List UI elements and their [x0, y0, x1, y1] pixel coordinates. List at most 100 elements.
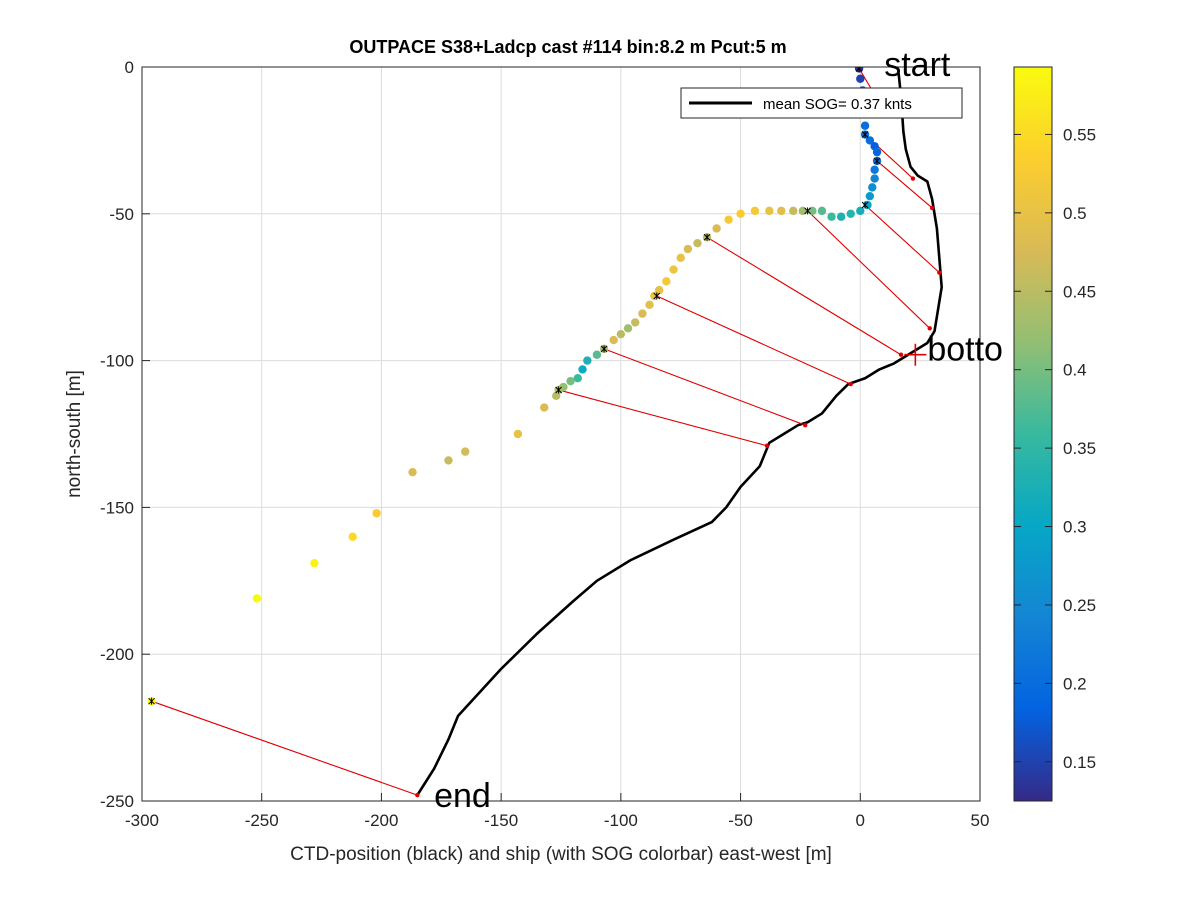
x-tick-label: -100 [604, 811, 638, 830]
x-tick-label: -50 [728, 811, 753, 830]
ship-point [609, 335, 618, 345]
ctd-link-point [910, 176, 916, 181]
ship-point [712, 224, 721, 233]
ship-point [865, 136, 875, 145]
ship-point [856, 206, 865, 216]
ship-point [348, 532, 357, 541]
ctd-link-point [927, 326, 932, 331]
plot-content [147, 67, 943, 798]
ctd-track-line [416, 72, 943, 796]
ship-point [578, 365, 587, 374]
y-tick-label: -100 [100, 352, 134, 371]
colorbar: 0.15 0.2 0.25 0.3 0.35 0.4 0.45 0.5 0.55 [1013, 66, 1096, 802]
ship-point [310, 558, 319, 568]
ship-point [683, 244, 693, 254]
ship-point [777, 206, 786, 216]
ship-link-marker [861, 201, 869, 209]
ship-link-marker [703, 233, 711, 241]
ship-point [868, 183, 877, 192]
ship-point [817, 206, 827, 216]
ship-point [645, 300, 654, 310]
ship-point [870, 174, 879, 183]
ctd-link-point [848, 381, 853, 387]
ship-point [573, 374, 582, 383]
colorbar-tick-label: 0.45 [1063, 282, 1096, 301]
ship-point [865, 191, 875, 201]
plot-clip [147, 67, 943, 798]
colorbar-tick-label: 0.5 [1063, 204, 1087, 223]
chart-title: OUTPACE S38+Ladcp cast #114 bin:8.2 m Pc… [349, 37, 786, 57]
ship-point [789, 206, 798, 216]
ship-point [736, 209, 745, 218]
colorbar-tick-label: 0.55 [1063, 125, 1096, 144]
ship-point [872, 147, 882, 157]
ship-link-marker [555, 386, 562, 394]
ctd-track [416, 72, 943, 796]
legend[interactable]: mean SOG= 0.37 knts [680, 87, 963, 119]
ship-link-marker [804, 207, 811, 215]
ship-link-marker [653, 292, 661, 300]
legend-label: mean SOG= 0.37 knts [763, 96, 912, 113]
y-tick-label: -50 [109, 205, 134, 224]
ship-point [860, 121, 870, 130]
colorbar-tick-label: 0.2 [1063, 674, 1087, 693]
y-tick-label: 0 [125, 58, 134, 77]
ship-point [750, 206, 760, 216]
markers [148, 67, 942, 798]
ship-point [461, 447, 470, 456]
ship-ctd-link [864, 204, 940, 273]
axes-box [141, 66, 981, 802]
ship-point [693, 238, 702, 248]
colorbar-ticks: 0.15 0.2 0.25 0.3 0.35 0.4 0.45 0.5 0.55 [1014, 125, 1096, 772]
ship-point [765, 206, 774, 216]
x-tick-label: -200 [364, 811, 398, 830]
ship-point [444, 456, 453, 465]
y-axis-label: north-south [m] [64, 370, 85, 498]
ship-point [724, 215, 733, 224]
ship-link-marker [855, 67, 863, 72]
ship-point [631, 318, 640, 327]
ship-link-marker [148, 697, 155, 705]
annotation-botto: botto [927, 331, 1003, 369]
y-tick-label: -200 [100, 645, 134, 664]
ctd-link-point [898, 352, 904, 357]
ship-point [513, 429, 523, 439]
ship-ctd-link [603, 348, 806, 426]
ship-point [566, 376, 575, 386]
ship-point [623, 324, 633, 333]
ctd-link-point [937, 270, 942, 275]
ship-ctd-link [807, 210, 931, 329]
annotations: start botto end [434, 46, 1003, 815]
ship-point [638, 309, 647, 318]
ship-point [552, 391, 561, 401]
ctd-link-point [929, 205, 935, 211]
ship-point [616, 329, 626, 339]
ship-ctd-link [706, 236, 902, 356]
colorbar-tick-label: 0.25 [1063, 596, 1096, 615]
ship-ctd-links [151, 68, 940, 796]
ship-ctd-link [558, 389, 768, 447]
plot-area [142, 67, 980, 801]
ship-point [372, 509, 381, 518]
ship-point [583, 356, 592, 365]
x-axis: -300 -250 -200 -150 -100 -50 0 50 [125, 793, 989, 830]
y-tick-label: -250 [100, 792, 134, 811]
x-axis-label: CTD-position (black) and ship (with SOG … [290, 844, 832, 865]
bottom-marker [904, 343, 927, 366]
annotation-end: end [434, 777, 491, 815]
ship-point [252, 594, 262, 603]
colorbar-tick-label: 0.15 [1063, 753, 1096, 772]
ctd-link-point [415, 792, 420, 798]
ship-link-marker [600, 345, 608, 353]
ship-point [808, 206, 817, 216]
ship-point [856, 74, 865, 83]
colorbar-tick-label: 0.35 [1063, 439, 1096, 458]
ship-ctd-link [876, 160, 933, 209]
ship-link-marker [873, 157, 881, 165]
ctd-link-point [803, 422, 808, 428]
colorbar-tick-label: 0.4 [1063, 361, 1087, 380]
ship-point [798, 206, 808, 216]
ship-point [540, 403, 549, 412]
ship-ctd-link [151, 700, 418, 796]
